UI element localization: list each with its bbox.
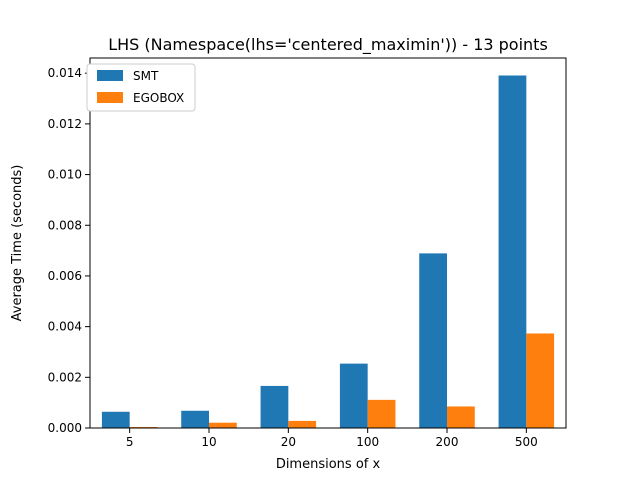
y-tick-label: 0.006 — [48, 269, 82, 283]
x-tick-label: 10 — [201, 435, 216, 449]
bar-egobox-200 — [447, 406, 475, 428]
legend-swatch-smt — [97, 70, 123, 81]
x-tick-label: 20 — [281, 435, 296, 449]
y-tick-label: 0.002 — [48, 370, 82, 384]
chart-title: LHS (Namespace(lhs='centered_maximin')) … — [108, 35, 548, 55]
bar-egobox-500 — [526, 333, 555, 428]
y-tick-label: 0.008 — [48, 218, 82, 232]
y-tick-label: 0.010 — [48, 168, 82, 182]
y-axis-label: Average Time (seconds) — [10, 165, 25, 322]
y-tick-label: 0.004 — [48, 320, 82, 334]
legend: SMT EGOBOX — [86, 63, 196, 112]
bar-smt-500 — [498, 75, 527, 429]
bar-smt-10 — [181, 410, 209, 428]
bars-layer — [101, 75, 555, 429]
legend-label-egobox: EGOBOX — [133, 91, 184, 105]
bar-egobox-10 — [209, 422, 237, 428]
y-axis: 0.000 0.002 0.004 0.006 0.008 0.010 0.012 0.014 — [48, 66, 90, 435]
legend-swatch-egobox — [97, 92, 123, 103]
legend-label-smt: SMT — [133, 69, 159, 83]
bar-egobox-5 — [129, 426, 158, 428]
x-tick-label: 200 — [436, 435, 459, 449]
y-tick-label: 0.000 — [48, 421, 82, 435]
bar-smt-100 — [339, 363, 368, 428]
x-tick-label: 100 — [356, 435, 379, 449]
bar-egobox-20 — [288, 420, 317, 428]
x-tick-label: 5 — [126, 435, 134, 449]
bar-smt-200 — [419, 253, 447, 428]
plot-frame — [89, 57, 567, 429]
y-tick-label: 0.012 — [48, 117, 82, 131]
bar-smt-20 — [260, 385, 289, 428]
bar-egobox-100 — [367, 399, 396, 428]
x-axis: 5 10 20 100 200 500 — [126, 428, 538, 449]
y-tick-label: 0.014 — [48, 66, 82, 80]
x-axis-label: Dimensions of x — [276, 457, 381, 472]
bar-smt-5 — [101, 411, 130, 428]
x-tick-label: 500 — [515, 435, 538, 449]
